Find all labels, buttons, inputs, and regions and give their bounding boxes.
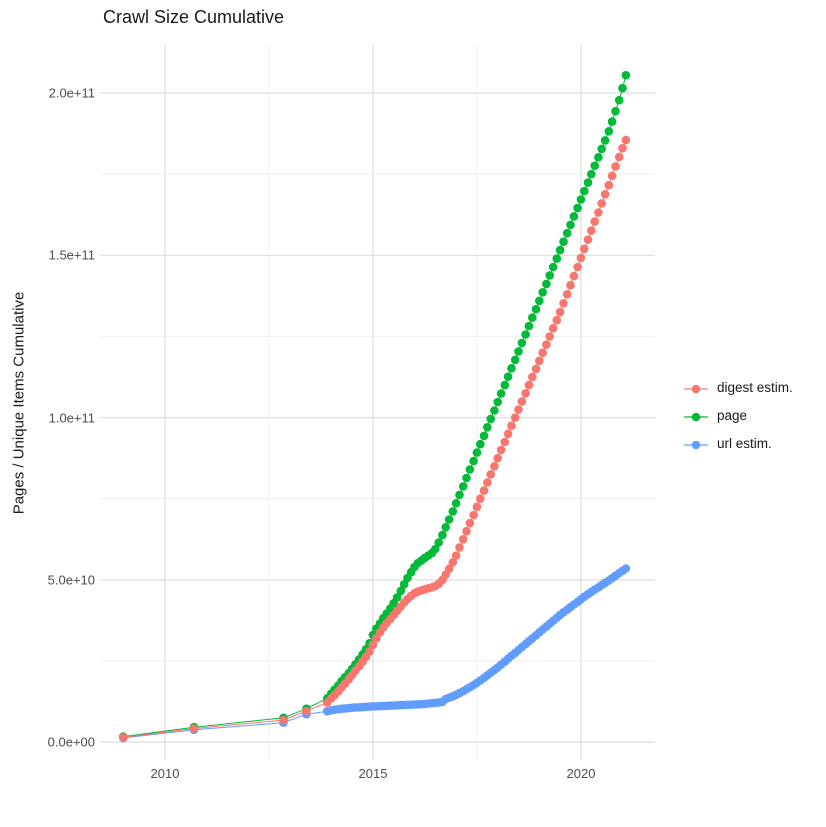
x-tick-label: 2020 <box>566 766 596 781</box>
y-tick-label: 1.0e+11 <box>48 410 95 426</box>
y-tick-label: 0.0e+00 <box>47 734 95 750</box>
y-tick-label: 2.0e+11 <box>48 85 95 101</box>
legend-item-page: page <box>684 406 793 425</box>
legend-label-digest-estim: digest estim. <box>717 380 793 395</box>
legend-key-page-icon <box>684 410 708 422</box>
legend-item-url-estim: url estim. <box>684 434 793 453</box>
legend-key-digest-estim-icon <box>684 382 708 394</box>
legend: digest estim. page url estim. <box>684 378 793 453</box>
legend-label-url-estim: url estim. <box>717 436 772 451</box>
x-tick-label: 2015 <box>358 766 388 781</box>
y-tick-label: 1.5e+11 <box>48 247 95 263</box>
chart-title: Crawl Size Cumulative <box>103 7 285 27</box>
legend-label-page: page <box>717 408 748 423</box>
legend-item-digest-estim: digest estim. <box>684 378 793 397</box>
legend-key-url-estim-icon <box>684 438 708 450</box>
x-tick-label: 2010 <box>150 766 180 781</box>
y-tick-label: 5.0e+10 <box>47 572 95 588</box>
